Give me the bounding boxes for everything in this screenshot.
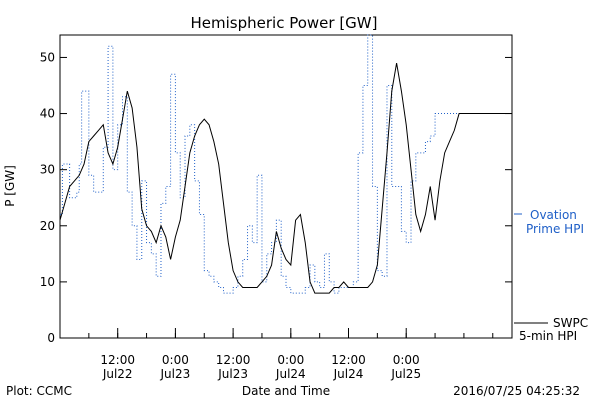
y-tick-label-3: 30 [40, 163, 55, 177]
legend-ovation-line1: Ovation [530, 208, 577, 222]
series-swpc-line [59, 62, 512, 294]
x-tick-date-3: Jul24 [275, 367, 306, 381]
plot-credit: Plot: CCMC [6, 384, 72, 398]
x-tick-date-1: Jul23 [160, 367, 191, 381]
y-tick-label-5: 50 [40, 50, 55, 64]
y-tick-label-1: 10 [40, 275, 55, 289]
legend-ovation-line2: Prime HPI [526, 222, 584, 236]
x-tick-date-0: Jul22 [102, 367, 133, 381]
y-tick-label-0: 0 [47, 331, 55, 345]
x-axis: 12:00Jul220:00Jul2312:00Jul230:00Jul2412… [59, 328, 494, 381]
x-tick-time-5: 0:00 [393, 353, 420, 367]
x-tick-date-5: Jul25 [390, 367, 421, 381]
x-tick-time-1: 0:00 [162, 353, 189, 367]
x-tick-time-3: 0:00 [277, 353, 304, 367]
plot-frame [59, 34, 513, 339]
legend-swpc-line2: 5-min HPI [519, 329, 577, 343]
x-tick-date-4: Jul24 [333, 367, 364, 381]
x-tick-time-0: 12:00 [100, 353, 135, 367]
chart-title: Hemispheric Power [GW] [191, 14, 378, 32]
legend-swpc-line1: SWPC [553, 316, 588, 330]
x-tick-date-2: Jul23 [217, 367, 248, 381]
series-ovation-line [60, 34, 512, 294]
legend: Ovation Prime HPI SWPC 5-min HPI [514, 208, 588, 343]
y-tick-label-2: 20 [40, 219, 55, 233]
y-tick-label-4: 40 [40, 107, 55, 121]
y-axis: 0 10 20 30 40 50 [40, 50, 512, 345]
x-tick-time-2: 12:00 [216, 353, 251, 367]
plot-timestamp: 2016/07/25 04:25:32 [453, 384, 580, 398]
x-axis-label: Date and Time [242, 384, 330, 398]
y-axis-label: P [GW] [3, 165, 17, 207]
series-layer [59, 34, 512, 294]
x-tick-time-4: 12:00 [331, 353, 366, 367]
